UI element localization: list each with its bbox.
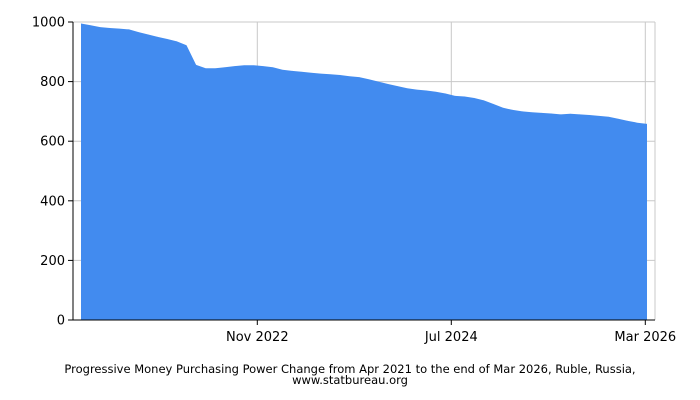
y-tick-label: 400 — [40, 194, 65, 209]
y-tick-label: 600 — [40, 135, 65, 150]
y-tick-label: 1000 — [32, 16, 65, 31]
series-area — [81, 23, 647, 320]
x-tick-label: Mar 2026 — [614, 330, 676, 345]
axes: 0 200 400 600 800 1000 Nov 2022 Jul 2024 Mar 202… — [32, 16, 676, 346]
data-area-layer — [80, 23, 648, 320]
x-tick-label: Jul 2024 — [424, 330, 478, 345]
y-tick-label: 200 — [40, 254, 65, 269]
y-tick-label: 800 — [40, 75, 65, 90]
x-tick-label: Nov 2022 — [226, 330, 289, 345]
y-tick-label: 0 — [57, 314, 65, 329]
chart-title: Progressive Money Purchasing Power Chang… — [64, 362, 636, 387]
